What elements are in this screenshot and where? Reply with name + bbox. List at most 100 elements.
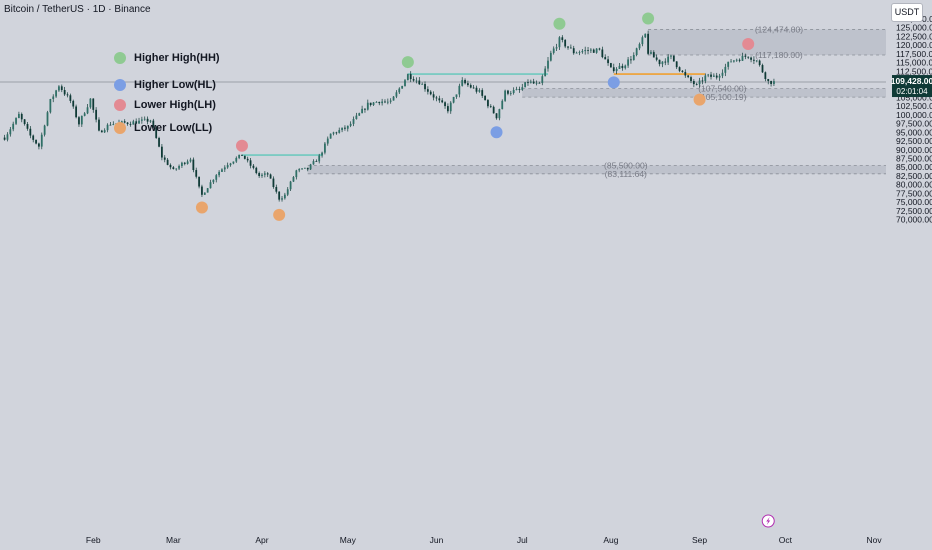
candle-body xyxy=(258,173,261,176)
candle-body xyxy=(498,109,501,119)
candle-body xyxy=(610,63,612,68)
zone-0 xyxy=(648,29,886,55)
candle-body xyxy=(747,56,750,58)
price-tick: 80,000.00 xyxy=(896,180,932,190)
swing-marker-lh[interactable] xyxy=(235,139,248,152)
candle-body xyxy=(472,87,475,89)
candle-body xyxy=(541,76,544,84)
candle-body xyxy=(161,146,163,158)
currency-button[interactable]: USDT xyxy=(891,3,923,22)
candle-body xyxy=(309,164,312,170)
candle-body xyxy=(764,72,767,80)
candle-body xyxy=(15,118,17,124)
candle-body xyxy=(186,161,189,164)
time-label: Mar xyxy=(166,535,181,545)
swing-marker-hh[interactable] xyxy=(401,56,414,69)
candle-body xyxy=(55,90,57,97)
candle-body xyxy=(447,106,449,112)
candle-body xyxy=(418,80,421,85)
candle-body xyxy=(507,90,509,94)
candle-body xyxy=(332,132,335,134)
price-tick: 122,500.00 xyxy=(896,31,932,41)
candle-body xyxy=(406,74,409,81)
candle-body xyxy=(515,89,518,90)
candle-body xyxy=(183,162,186,164)
swing-marker-ll[interactable] xyxy=(693,93,706,106)
candle-body xyxy=(512,89,515,94)
candle-body xyxy=(572,48,575,54)
candle-body xyxy=(278,191,281,200)
candle-body xyxy=(584,50,587,52)
candle-body xyxy=(286,189,289,195)
candle-body xyxy=(484,95,486,101)
candle-body xyxy=(378,101,381,104)
candle-body xyxy=(469,85,472,88)
legend-label: Higher Low(HL) xyxy=(134,79,216,91)
swing-marker-lh[interactable] xyxy=(742,37,755,50)
candle-body xyxy=(655,57,658,60)
candle-body xyxy=(458,85,461,95)
candle-body xyxy=(538,82,541,84)
candle-body xyxy=(223,167,226,170)
candle-body xyxy=(449,102,452,112)
candle-body xyxy=(209,182,212,189)
candle-body xyxy=(78,117,80,125)
price-tick: 90,000.00 xyxy=(896,145,932,155)
time-label: Jul xyxy=(517,535,528,545)
candle-body xyxy=(695,84,698,85)
candle-body xyxy=(318,155,321,162)
legend-label: Lower Low(LL) xyxy=(134,122,213,134)
candle-body xyxy=(738,59,741,61)
candle-body xyxy=(475,87,478,92)
candle-body xyxy=(641,37,644,45)
candle-body xyxy=(315,161,318,162)
candle-body xyxy=(341,127,343,131)
candle-body xyxy=(618,65,621,69)
swing-marker-ll[interactable] xyxy=(195,201,208,214)
candle-body xyxy=(638,44,641,49)
candle-body xyxy=(132,121,135,125)
candle-body xyxy=(727,61,730,67)
candle-body xyxy=(412,79,415,81)
candle-body xyxy=(189,159,192,162)
candle-body xyxy=(564,39,567,47)
swing-marker-ll[interactable] xyxy=(273,208,286,221)
candle-body xyxy=(335,132,338,134)
price-tick: 100,000.00 xyxy=(896,110,932,120)
candle-body xyxy=(229,163,232,166)
candle-body xyxy=(704,75,707,81)
time-label: Aug xyxy=(603,535,618,545)
candle-body xyxy=(352,119,355,124)
time-axis[interactable] xyxy=(0,532,932,550)
candle-body xyxy=(487,100,489,107)
price-tick: 115,000.00 xyxy=(896,58,932,68)
candle-body xyxy=(429,91,432,95)
candle-body xyxy=(678,67,681,71)
candle-body xyxy=(98,119,100,131)
candle-body xyxy=(524,82,527,88)
candle-body xyxy=(555,47,558,49)
candle-body xyxy=(321,152,323,156)
candle-body xyxy=(69,95,72,101)
swing-marker-hl[interactable] xyxy=(490,126,503,139)
candle-body xyxy=(140,119,143,121)
candle-body xyxy=(518,89,521,90)
symbol-title[interactable]: Bitcoin / TetherUS · 1D · Binance xyxy=(4,4,151,15)
candle-body xyxy=(263,173,266,175)
swing-marker-hh[interactable] xyxy=(553,17,566,30)
candle-body xyxy=(80,115,83,125)
candle-body xyxy=(212,179,215,183)
candle-body xyxy=(203,192,206,195)
time-label: Oct xyxy=(779,535,793,545)
candle-body xyxy=(381,101,384,104)
time-label: Sep xyxy=(692,535,707,545)
candle-body xyxy=(95,109,98,120)
candle-body xyxy=(770,81,772,84)
candle-body xyxy=(478,90,481,92)
candle-body xyxy=(773,81,775,84)
swing-marker-hl[interactable] xyxy=(607,76,620,89)
candle-body xyxy=(66,94,69,96)
swing-marker-hh[interactable] xyxy=(642,12,655,25)
